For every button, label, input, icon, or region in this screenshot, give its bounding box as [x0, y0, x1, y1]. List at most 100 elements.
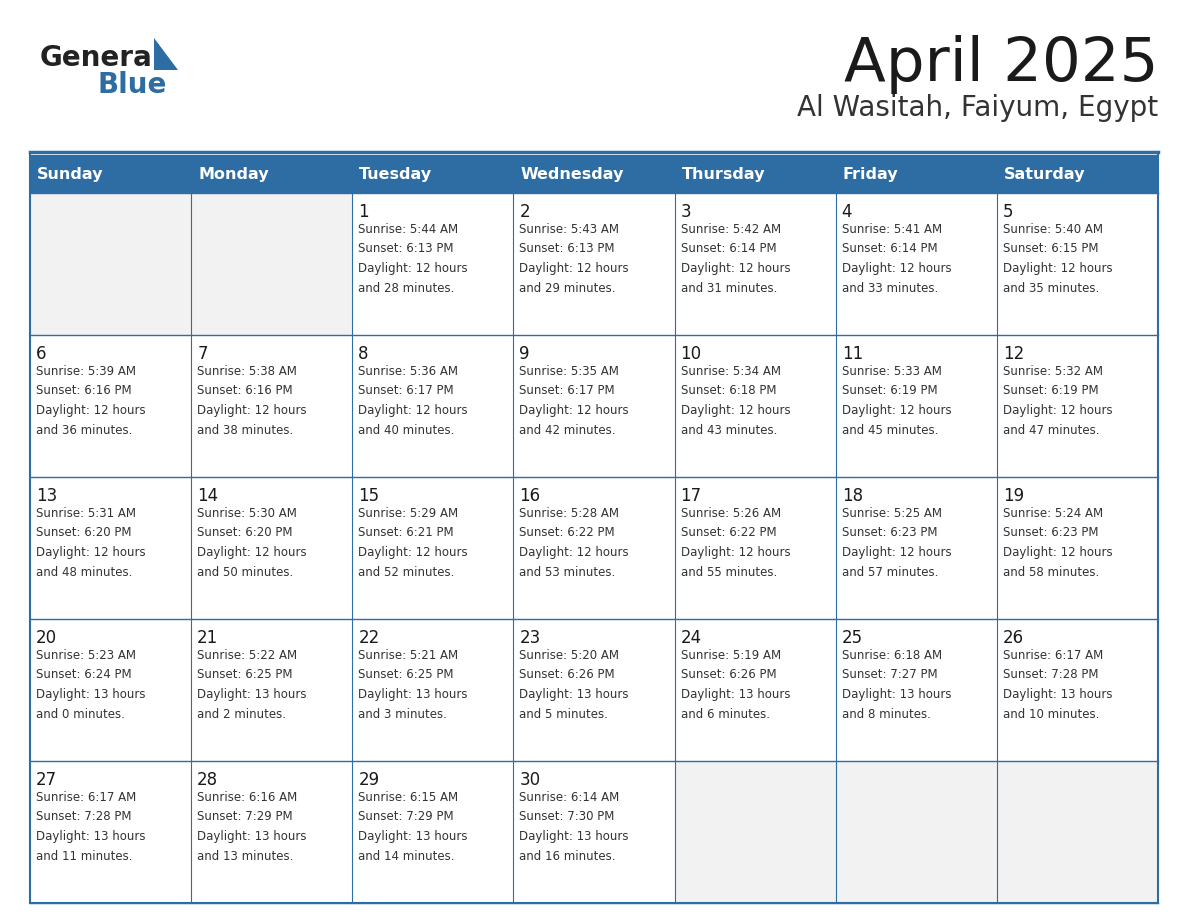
Text: 11: 11 — [842, 345, 862, 363]
Bar — [191, 193, 353, 335]
Text: Daylight: 12 hours: Daylight: 12 hours — [519, 262, 630, 275]
Text: 26: 26 — [1003, 629, 1024, 647]
Text: Daylight: 13 hours: Daylight: 13 hours — [681, 688, 790, 701]
Text: Sunset: 7:27 PM: Sunset: 7:27 PM — [842, 668, 937, 681]
Text: Daylight: 12 hours: Daylight: 12 hours — [1003, 404, 1112, 417]
Bar — [675, 619, 835, 761]
Text: and 36 minutes.: and 36 minutes. — [36, 423, 132, 436]
Text: 27: 27 — [36, 771, 57, 789]
Text: 20: 20 — [36, 629, 57, 647]
Polygon shape — [154, 38, 178, 70]
Text: Daylight: 12 hours: Daylight: 12 hours — [36, 404, 146, 417]
Text: 21: 21 — [197, 629, 219, 647]
Text: Daylight: 12 hours: Daylight: 12 hours — [359, 546, 468, 559]
Text: Sunset: 7:29 PM: Sunset: 7:29 PM — [359, 811, 454, 823]
Bar — [353, 193, 513, 335]
Text: 2: 2 — [519, 203, 530, 221]
Text: Sunset: 6:16 PM: Sunset: 6:16 PM — [197, 385, 292, 397]
Bar — [675, 477, 835, 619]
Text: and 16 minutes.: and 16 minutes. — [519, 849, 615, 863]
Text: Sunrise: 6:17 AM: Sunrise: 6:17 AM — [1003, 649, 1104, 662]
Text: Daylight: 13 hours: Daylight: 13 hours — [36, 830, 145, 843]
Text: 29: 29 — [359, 771, 379, 789]
Text: Daylight: 12 hours: Daylight: 12 hours — [359, 262, 468, 275]
Text: and 48 minutes.: and 48 minutes. — [36, 565, 132, 578]
Bar — [353, 619, 513, 761]
Text: 6: 6 — [36, 345, 46, 363]
Text: Sunrise: 5:32 AM: Sunrise: 5:32 AM — [1003, 365, 1102, 378]
Text: Sunrise: 6:16 AM: Sunrise: 6:16 AM — [197, 791, 297, 804]
Text: Sunset: 7:30 PM: Sunset: 7:30 PM — [519, 811, 615, 823]
Text: Sunrise: 5:36 AM: Sunrise: 5:36 AM — [359, 365, 459, 378]
Text: 9: 9 — [519, 345, 530, 363]
Text: Sunset: 6:14 PM: Sunset: 6:14 PM — [842, 242, 937, 255]
Text: General: General — [40, 44, 163, 72]
Text: and 29 minutes.: and 29 minutes. — [519, 282, 615, 295]
Text: Daylight: 12 hours: Daylight: 12 hours — [1003, 262, 1112, 275]
Text: and 40 minutes.: and 40 minutes. — [359, 423, 455, 436]
Text: and 11 minutes.: and 11 minutes. — [36, 849, 133, 863]
Text: Daylight: 13 hours: Daylight: 13 hours — [359, 688, 468, 701]
Text: Friday: Friday — [842, 166, 898, 182]
Text: and 38 minutes.: and 38 minutes. — [197, 423, 293, 436]
Text: and 3 minutes.: and 3 minutes. — [359, 708, 447, 721]
Bar — [353, 335, 513, 477]
Bar — [513, 335, 675, 477]
Text: Sunrise: 6:15 AM: Sunrise: 6:15 AM — [359, 791, 459, 804]
Text: Sunset: 6:25 PM: Sunset: 6:25 PM — [197, 668, 292, 681]
Text: Sunrise: 5:22 AM: Sunrise: 5:22 AM — [197, 649, 297, 662]
Text: 1: 1 — [359, 203, 369, 221]
Text: Sunrise: 6:18 AM: Sunrise: 6:18 AM — [842, 649, 942, 662]
Text: and 28 minutes.: and 28 minutes. — [359, 282, 455, 295]
Bar — [191, 335, 353, 477]
Text: Sunset: 6:26 PM: Sunset: 6:26 PM — [681, 668, 776, 681]
Text: Sunrise: 5:41 AM: Sunrise: 5:41 AM — [842, 223, 942, 236]
Text: and 58 minutes.: and 58 minutes. — [1003, 565, 1099, 578]
Bar — [191, 477, 353, 619]
Bar — [997, 619, 1158, 761]
Bar — [675, 193, 835, 335]
Text: Sunset: 6:18 PM: Sunset: 6:18 PM — [681, 385, 776, 397]
Text: Daylight: 13 hours: Daylight: 13 hours — [197, 688, 307, 701]
Text: and 0 minutes.: and 0 minutes. — [36, 708, 125, 721]
Text: Sunset: 6:26 PM: Sunset: 6:26 PM — [519, 668, 615, 681]
Text: Sunset: 6:20 PM: Sunset: 6:20 PM — [197, 527, 292, 540]
Text: Daylight: 12 hours: Daylight: 12 hours — [197, 404, 307, 417]
Text: Sunrise: 6:17 AM: Sunrise: 6:17 AM — [36, 791, 137, 804]
Text: Daylight: 13 hours: Daylight: 13 hours — [842, 688, 952, 701]
Text: Daylight: 12 hours: Daylight: 12 hours — [681, 546, 790, 559]
Text: Sunset: 6:17 PM: Sunset: 6:17 PM — [359, 385, 454, 397]
Text: Daylight: 12 hours: Daylight: 12 hours — [519, 404, 630, 417]
Text: 10: 10 — [681, 345, 702, 363]
Text: Sunset: 6:13 PM: Sunset: 6:13 PM — [359, 242, 454, 255]
Text: Daylight: 12 hours: Daylight: 12 hours — [1003, 546, 1112, 559]
Text: Al Wasitah, Faiyum, Egypt: Al Wasitah, Faiyum, Egypt — [797, 94, 1158, 122]
Bar — [30, 619, 191, 761]
Text: Daylight: 13 hours: Daylight: 13 hours — [1003, 688, 1112, 701]
Text: Sunrise: 6:14 AM: Sunrise: 6:14 AM — [519, 791, 620, 804]
Text: Daylight: 12 hours: Daylight: 12 hours — [681, 404, 790, 417]
Text: 18: 18 — [842, 487, 862, 505]
Text: Sunrise: 5:43 AM: Sunrise: 5:43 AM — [519, 223, 619, 236]
Text: 28: 28 — [197, 771, 219, 789]
Text: Sunrise: 5:25 AM: Sunrise: 5:25 AM — [842, 507, 942, 520]
Text: Sunset: 7:28 PM: Sunset: 7:28 PM — [1003, 668, 1099, 681]
Text: Sunset: 6:22 PM: Sunset: 6:22 PM — [519, 527, 615, 540]
Text: and 10 minutes.: and 10 minutes. — [1003, 708, 1099, 721]
Text: 17: 17 — [681, 487, 702, 505]
Text: Saturday: Saturday — [1004, 166, 1086, 182]
Text: and 35 minutes.: and 35 minutes. — [1003, 282, 1099, 295]
Text: Sunset: 6:22 PM: Sunset: 6:22 PM — [681, 527, 776, 540]
Text: and 47 minutes.: and 47 minutes. — [1003, 423, 1099, 436]
Text: 30: 30 — [519, 771, 541, 789]
Bar — [997, 761, 1158, 903]
Text: Sunset: 6:20 PM: Sunset: 6:20 PM — [36, 527, 132, 540]
Text: and 53 minutes.: and 53 minutes. — [519, 565, 615, 578]
Text: Sunset: 6:17 PM: Sunset: 6:17 PM — [519, 385, 615, 397]
Text: Sunset: 6:19 PM: Sunset: 6:19 PM — [842, 385, 937, 397]
Text: Daylight: 12 hours: Daylight: 12 hours — [681, 262, 790, 275]
Text: 22: 22 — [359, 629, 379, 647]
Bar — [30, 335, 191, 477]
Text: Sunrise: 5:38 AM: Sunrise: 5:38 AM — [197, 365, 297, 378]
Bar — [30, 761, 191, 903]
